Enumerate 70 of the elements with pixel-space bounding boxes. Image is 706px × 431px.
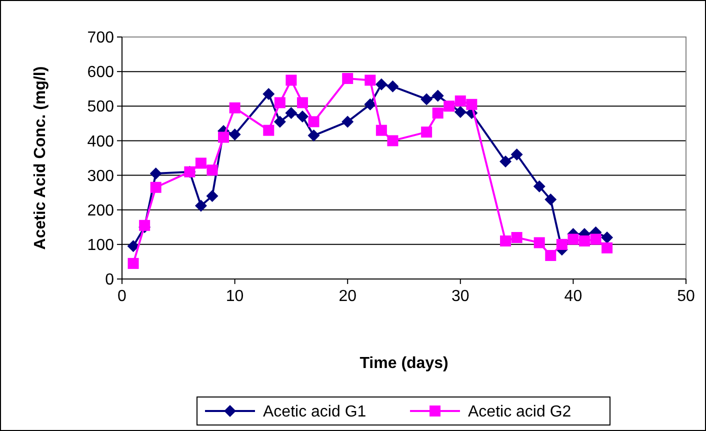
point — [511, 232, 522, 244]
point — [454, 106, 466, 118]
y-tick-label: 0 — [105, 272, 114, 289]
x-tick-label: 40 — [564, 288, 582, 305]
x-tick-label: 30 — [452, 288, 470, 305]
point — [420, 93, 433, 106]
point — [544, 193, 557, 206]
legend-label: Acetic acid G1 — [263, 404, 366, 421]
point — [568, 234, 579, 245]
y-tick-label: 200 — [87, 202, 114, 220]
point — [285, 107, 298, 120]
point — [500, 235, 512, 246]
point — [375, 78, 388, 90]
point — [194, 200, 207, 212]
point — [590, 234, 602, 245]
point — [308, 116, 320, 128]
x-tick-label: 50 — [677, 288, 695, 305]
point — [228, 128, 241, 140]
point — [387, 135, 398, 146]
legend-label: Acetic acid G2 — [468, 404, 572, 421]
point — [533, 180, 546, 192]
point — [342, 72, 354, 84]
point — [296, 110, 308, 123]
point — [206, 190, 218, 202]
point — [286, 74, 297, 86]
point — [545, 250, 556, 261]
point — [308, 130, 320, 142]
y-tick-label: 700 — [87, 30, 114, 47]
point — [556, 238, 568, 250]
x-tick-label: 20 — [338, 288, 357, 305]
point — [229, 102, 240, 114]
point — [296, 97, 308, 108]
point — [602, 242, 613, 254]
point — [432, 90, 444, 102]
point — [206, 164, 218, 176]
y-axis-title: Acetic Acid Conc. (mg/l) — [32, 66, 49, 250]
point — [444, 100, 455, 112]
point — [601, 232, 614, 244]
point — [376, 124, 387, 136]
point — [364, 98, 376, 110]
x-tick-label: 0 — [118, 288, 127, 305]
point — [534, 237, 545, 248]
point — [274, 116, 286, 128]
point — [127, 240, 140, 252]
y-tick-label: 400 — [87, 133, 114, 150]
point — [342, 116, 354, 128]
point — [195, 158, 206, 169]
x-axis-title: Time (days) — [360, 355, 448, 372]
y-tick-label: 300 — [87, 168, 114, 185]
point — [262, 88, 275, 100]
point — [128, 258, 139, 269]
point — [432, 108, 444, 119]
point — [510, 148, 523, 161]
point — [578, 235, 590, 246]
point — [454, 95, 466, 106]
point — [150, 182, 162, 193]
point — [139, 220, 150, 231]
point — [500, 155, 512, 168]
point — [386, 80, 399, 92]
point — [274, 97, 286, 108]
point — [150, 168, 162, 180]
x-tick-label: 10 — [226, 288, 244, 305]
point — [421, 126, 432, 138]
point — [466, 98, 478, 110]
y-tick-label: 100 — [87, 237, 114, 254]
y-tick-label: 500 — [87, 98, 114, 116]
point — [263, 124, 274, 136]
point — [364, 74, 376, 86]
y-tick-label: 600 — [87, 64, 114, 82]
point — [218, 132, 230, 143]
